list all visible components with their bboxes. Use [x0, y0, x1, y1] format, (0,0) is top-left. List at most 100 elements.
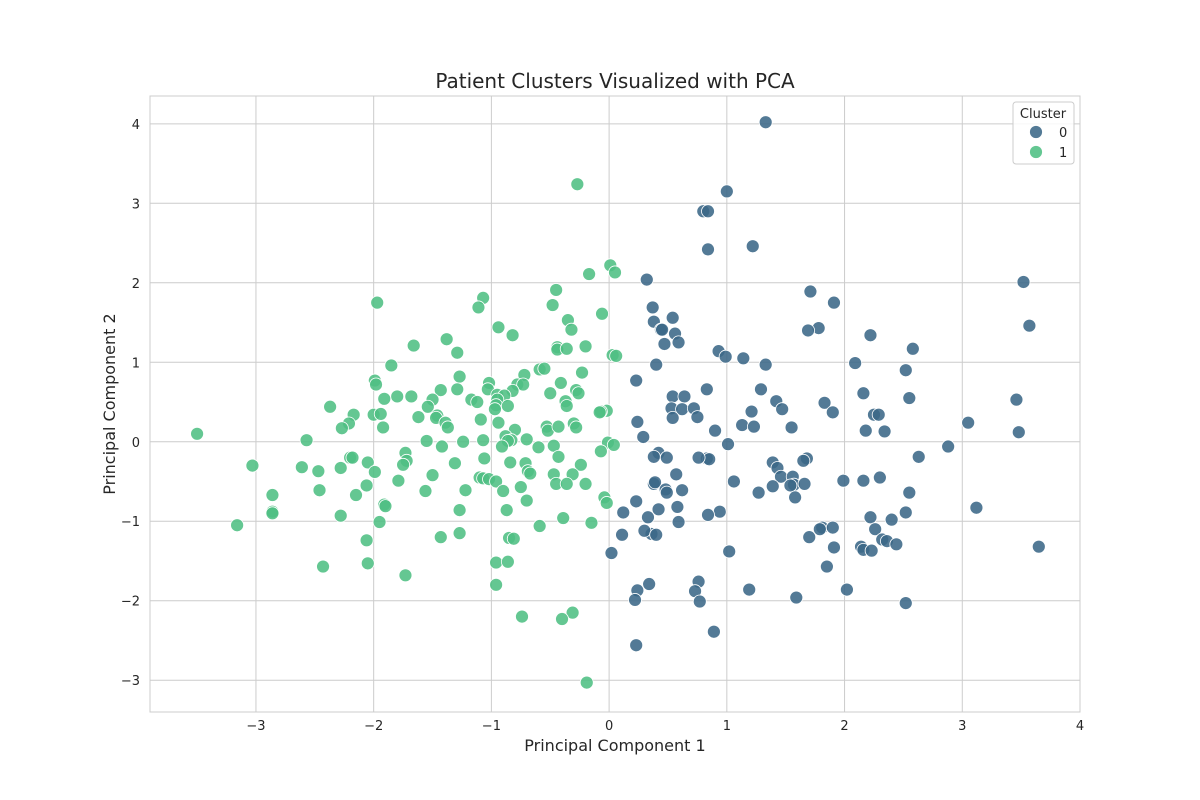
point-cluster-1: [513, 480, 528, 494]
point-cluster-1: [373, 407, 388, 421]
point-cluster-1: [488, 402, 502, 417]
point-cluster-0: [669, 467, 684, 482]
point-cluster-0: [629, 373, 644, 388]
point-cluster-0: [863, 328, 878, 343]
point-cluster-0: [1009, 392, 1024, 407]
point-cluster-1: [489, 577, 504, 592]
point-cluster-1: [359, 478, 374, 493]
point-cluster-0: [797, 476, 812, 491]
point-cluster-0: [701, 507, 715, 522]
point-cluster-1: [531, 440, 546, 455]
point-cluster-0: [796, 453, 811, 468]
point-cluster-0: [1011, 425, 1026, 440]
point-cluster-1: [473, 412, 488, 427]
point-cluster-1: [411, 410, 426, 425]
point-cluster-1: [516, 377, 531, 392]
point-cluster-0: [649, 357, 664, 372]
point-cluster-1: [477, 451, 492, 466]
point-cluster-0: [665, 310, 680, 325]
point-cluster-0: [671, 335, 686, 350]
point-cluster-0: [722, 544, 737, 559]
point-cluster-0: [677, 389, 692, 404]
point-cluster-1: [367, 465, 382, 479]
point-cluster-0: [784, 420, 799, 435]
point-cluster-0: [902, 485, 917, 500]
point-cluster-1: [532, 519, 547, 533]
point-cluster-0: [736, 351, 751, 366]
point-cluster-1: [334, 421, 349, 436]
point-cluster-0: [708, 423, 722, 438]
point-cluster-0: [639, 272, 654, 287]
point-cluster-1: [439, 332, 454, 347]
point-cluster-1: [470, 395, 485, 409]
point-cluster-1: [491, 415, 506, 430]
point-cluster-0: [630, 414, 645, 429]
point-cluster-1: [503, 455, 518, 470]
point-cluster-1: [559, 341, 574, 356]
point-cluster-1: [316, 559, 330, 574]
point-cluster-0: [747, 419, 761, 434]
point-cluster-0: [877, 424, 892, 439]
point-cluster-0: [858, 423, 873, 438]
y-axis-label: Principal Component 2: [100, 313, 119, 494]
x-tick-label: −3: [246, 719, 265, 734]
point-cluster-1: [299, 433, 314, 448]
point-cluster-0: [969, 500, 984, 515]
point-cluster-0: [802, 530, 817, 545]
point-cluster-0: [604, 546, 619, 560]
point-cluster-0: [742, 582, 757, 597]
point-cluster-1: [537, 361, 552, 376]
point-cluster-1: [370, 295, 385, 310]
point-cluster-1: [570, 177, 585, 192]
point-cluster-1: [378, 499, 393, 514]
point-cluster-1: [592, 405, 607, 420]
point-cluster-1: [608, 265, 622, 280]
point-cluster-0: [691, 450, 706, 465]
point-cluster-1: [376, 420, 390, 435]
point-cluster-1: [543, 386, 558, 401]
point-cluster-0: [701, 204, 715, 219]
point-cluster-1: [190, 426, 204, 441]
point-cluster-1: [360, 556, 375, 571]
legend-marker-cluster-0: [1029, 125, 1043, 139]
point-cluster-0: [649, 527, 664, 542]
point-cluster-0: [902, 391, 917, 405]
point-cluster-0: [864, 543, 879, 558]
point-cluster-0: [718, 349, 733, 364]
y-tick-label: 1: [132, 356, 140, 371]
point-cluster-1: [499, 503, 514, 518]
legend-label-cluster-0: 0: [1059, 126, 1067, 141]
point-cluster-0: [690, 410, 705, 425]
point-cluster-0: [836, 473, 851, 488]
point-cluster-0: [706, 624, 721, 639]
point-cluster-0: [856, 386, 871, 401]
point-cluster-0: [863, 510, 878, 525]
point-cluster-1: [396, 457, 411, 472]
legend-box: [1012, 101, 1075, 165]
point-cluster-1: [506, 531, 521, 546]
point-cluster-1: [377, 391, 392, 406]
x-tick-label: −1: [482, 719, 501, 734]
plot-area: [150, 96, 1080, 712]
chart-title: Patient Clusters Visualized with PCA: [435, 69, 795, 93]
point-cluster-1: [440, 420, 455, 435]
x-tick-label: 0: [605, 719, 613, 734]
point-cluster-1: [471, 300, 486, 315]
point-cluster-1: [372, 515, 387, 529]
point-cluster-1: [575, 365, 589, 380]
point-cluster-0: [856, 473, 871, 488]
point-cluster-0: [1031, 539, 1046, 554]
point-cluster-1: [556, 511, 571, 525]
x-tick-label: 4: [1076, 719, 1084, 734]
point-cluster-0: [871, 407, 886, 422]
point-cluster-1: [452, 526, 467, 541]
point-cluster-1: [495, 439, 509, 454]
point-cluster-1: [450, 382, 465, 397]
point-cluster-0: [701, 242, 715, 257]
point-cluster-0: [616, 505, 631, 520]
point-cluster-1: [582, 267, 597, 281]
point-cluster-1: [435, 439, 449, 454]
point-cluster-0: [637, 523, 652, 538]
point-cluster-1: [245, 458, 260, 473]
